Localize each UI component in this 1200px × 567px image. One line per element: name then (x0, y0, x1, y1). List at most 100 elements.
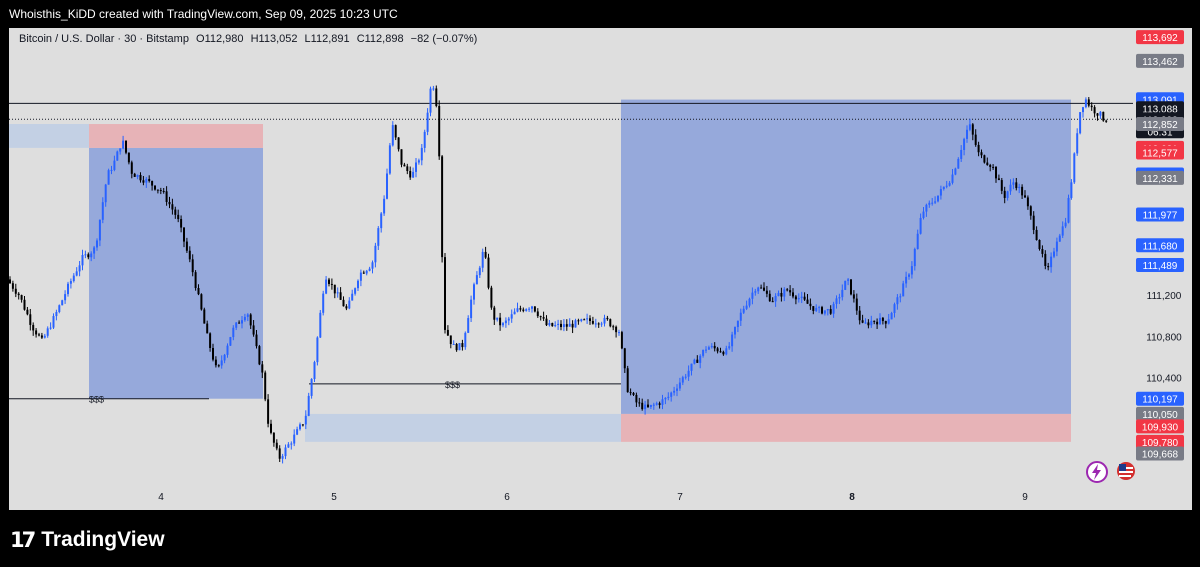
price-axis-badge (1136, 391, 1184, 406)
candle (284, 447, 287, 457)
price-axis-badge (1136, 419, 1184, 434)
candle (676, 388, 678, 391)
candle (644, 404, 647, 410)
liquidity-label: $$$ (445, 380, 460, 390)
candle (879, 317, 881, 325)
candle (35, 330, 38, 335)
candle (620, 332, 623, 349)
candle (156, 189, 159, 191)
candle (939, 189, 942, 196)
candle (765, 290, 768, 294)
candle (719, 351, 722, 353)
price-chart[interactable]: $$$ $$$ 4 5 6 7 8 9 111,200 110,800 110,400 113,692… (9, 28, 1192, 510)
candle (705, 349, 707, 351)
candle (1003, 190, 1006, 198)
bolt-icon[interactable] (1086, 461, 1108, 483)
symbol-name[interactable]: Bitcoin / U.S. Dollar · 30 · Bitstamp (19, 33, 189, 45)
candle (615, 326, 618, 333)
x-tick-label: 7 (677, 492, 683, 503)
candle (1018, 186, 1021, 189)
candle (429, 88, 432, 113)
chart-panel[interactable]: $$$ $$$ 4 5 6 7 8 9 111,200 110,800 110,400 113,692… (9, 28, 1192, 510)
candle (861, 320, 864, 323)
price-axis-badge-text: 113,088 (1142, 104, 1178, 115)
candle (997, 178, 1000, 181)
us-flag-icon[interactable] (1117, 462, 1135, 480)
candle (649, 404, 652, 408)
candle (194, 272, 197, 289)
price-axis-badge (1136, 170, 1184, 185)
candle (455, 343, 458, 351)
candle (870, 320, 873, 326)
candle (536, 311, 539, 317)
candle (499, 317, 502, 326)
candle (1073, 153, 1076, 183)
candle (1029, 206, 1032, 216)
candle (1058, 235, 1061, 242)
candle (299, 424, 301, 430)
candle (339, 292, 342, 300)
candle (722, 351, 725, 355)
candle (789, 290, 792, 293)
candle (1070, 182, 1073, 198)
price-axis-badge (1136, 434, 1184, 449)
candle (1087, 99, 1090, 106)
liquidity-zone (9, 124, 89, 148)
candle (986, 162, 989, 166)
candle (690, 363, 693, 371)
candle (858, 310, 861, 321)
candle (673, 390, 676, 393)
candle (261, 364, 264, 373)
candle (40, 335, 43, 338)
candle (432, 88, 435, 90)
candle (287, 444, 290, 448)
candle (568, 323, 571, 327)
candle (104, 184, 107, 203)
candle (177, 214, 180, 220)
tradingview-logo[interactable]: 17 TradingView (10, 528, 165, 552)
candle (293, 434, 296, 444)
candle (119, 148, 122, 152)
candle (322, 293, 325, 313)
candle (504, 320, 507, 324)
candle (122, 140, 125, 149)
candle (589, 318, 591, 322)
candle (760, 287, 763, 289)
candle (890, 312, 893, 320)
candle (1021, 186, 1024, 196)
candle (481, 251, 484, 268)
candle (1096, 113, 1099, 116)
brand-name: TradingView (41, 528, 165, 551)
candle (519, 308, 522, 310)
price-axis-badge-text: 113,091 (1142, 95, 1178, 106)
candle (797, 297, 800, 300)
candle (191, 259, 194, 273)
candle (81, 255, 84, 266)
price-axis-badge (1136, 145, 1184, 160)
candle (736, 320, 739, 328)
candle (945, 185, 948, 187)
x-tick-label: 6 (504, 492, 510, 503)
candle (449, 335, 452, 345)
candle (739, 312, 742, 321)
candle (313, 362, 316, 380)
candle (415, 162, 417, 172)
candle (116, 151, 119, 161)
price-axis-badge (1136, 446, 1184, 461)
candle (954, 168, 957, 175)
candle (107, 170, 110, 185)
snapshot-title: Whoisthis_KiDD created with TradingView.… (9, 7, 398, 21)
price-axis-badge-text: 113,462 (1142, 57, 1178, 68)
candle (896, 297, 899, 305)
candle (809, 303, 812, 307)
candle (1105, 120, 1108, 122)
candle (922, 211, 925, 218)
y-tick-label: 110,400 (1146, 374, 1182, 385)
candle (510, 314, 513, 319)
candle (632, 392, 635, 395)
candle (275, 442, 278, 449)
candle (635, 394, 638, 403)
candle (983, 155, 986, 163)
candle (328, 279, 330, 284)
candle (371, 262, 374, 269)
